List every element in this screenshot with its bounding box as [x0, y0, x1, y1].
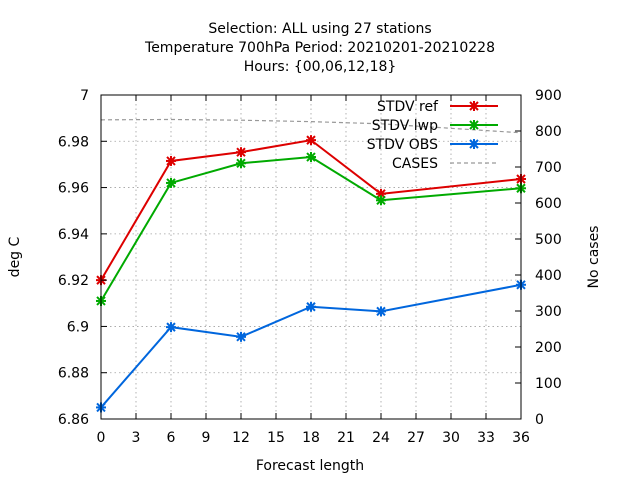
- data-point: [236, 331, 246, 342]
- x-tick-label: 3: [132, 430, 141, 446]
- data-point: [306, 301, 316, 312]
- y2-axis-label: No cases: [586, 226, 602, 289]
- series-line: [100, 283, 522, 409]
- series-line: [100, 139, 522, 281]
- series-line: [100, 118, 522, 134]
- y-tick-label: 6.94: [58, 227, 89, 243]
- legend-label: STDV lwp: [372, 118, 438, 134]
- data-point: [469, 101, 479, 111]
- x-tick-label: 27: [407, 430, 425, 446]
- y2-tick-label: 800: [535, 124, 562, 140]
- x-axis: 0 3 6 9 12 15 18 21 24 27 30 33 36: [97, 95, 530, 446]
- y-tick-label: 7: [80, 88, 89, 104]
- series-stdv-lwp: [96, 152, 526, 306]
- x-tick-label: 33: [477, 430, 495, 446]
- legend-item-cases: CASES: [392, 156, 498, 172]
- y-tick-label: 6.92: [58, 273, 89, 289]
- x-tick-label: 24: [372, 430, 390, 446]
- y2-tick-label: 0: [535, 412, 544, 428]
- x-tick-label: 36: [512, 430, 530, 446]
- x-axis-label: Forecast length: [256, 458, 364, 474]
- legend: STDV ref STDV lwp STDV OBS CASES: [367, 99, 498, 172]
- chart-title-line: Temperature 700hPa Period: 20210201-2021…: [144, 40, 495, 56]
- x-tick-label: 18: [302, 430, 320, 446]
- legend-item-stdv-obs: STDV OBS: [367, 137, 498, 153]
- legend-label: CASES: [392, 156, 438, 172]
- x-tick-label: 15: [267, 430, 285, 446]
- x-tick-label: 0: [97, 430, 106, 446]
- series-cases: [100, 118, 522, 134]
- y-axis-label: deg C: [7, 236, 23, 277]
- data-point: [166, 177, 176, 188]
- y2-tick-label: 500: [535, 232, 562, 248]
- y2-tick-label: 600: [535, 196, 562, 212]
- y2-tick-label: 100: [535, 376, 562, 392]
- x-tick-label: 21: [337, 430, 355, 446]
- legend-item-stdv-ref: STDV ref: [377, 99, 498, 115]
- data-point: [166, 322, 176, 333]
- y-tick-label: 6.9: [67, 319, 89, 335]
- data-point: [306, 135, 316, 146]
- x-tick-label: 12: [232, 430, 250, 446]
- legend-label: STDV ref: [377, 99, 439, 115]
- grid: [101, 95, 521, 419]
- y2-tick-label: 900: [535, 88, 562, 104]
- data-point: [236, 158, 246, 169]
- y-tick-label: 6.96: [58, 181, 89, 197]
- chart-title-line: Selection: ALL using 27 stations: [208, 21, 431, 37]
- x-tick-label: 30: [442, 430, 460, 446]
- y-tick-label: 6.98: [58, 134, 89, 150]
- y2-tick-label: 400: [535, 268, 562, 284]
- data-point: [376, 195, 386, 206]
- data-point: [306, 152, 316, 163]
- data-point: [376, 306, 386, 317]
- chart-title: Selection: ALL using 27 stations Temperat…: [144, 21, 495, 75]
- x-tick-label: 6: [167, 430, 176, 446]
- series-line: [100, 155, 522, 302]
- legend-label: STDV OBS: [367, 137, 438, 153]
- data-point: [469, 139, 479, 149]
- y2-tick-label: 200: [535, 340, 562, 356]
- data-point: [166, 155, 176, 166]
- y-axis: 6.86 6.88 6.9 6.92 6.94 6.96 6.98 7: [58, 88, 107, 428]
- y2-tick-label: 700: [535, 160, 562, 176]
- y-tick-label: 6.88: [58, 366, 89, 382]
- y-tick-label: 6.86: [58, 412, 89, 428]
- y2-tick-label: 300: [535, 304, 562, 320]
- legend-item-stdv-lwp: STDV lwp: [372, 118, 498, 134]
- chart-title-line: Hours: {00,06,12,18}: [244, 59, 397, 75]
- y2-axis: 0 100 200 300 400 500 600 700 800 900: [515, 88, 562, 428]
- data-point: [236, 147, 246, 158]
- x-tick-label: 9: [202, 430, 211, 446]
- data-point: [469, 120, 479, 130]
